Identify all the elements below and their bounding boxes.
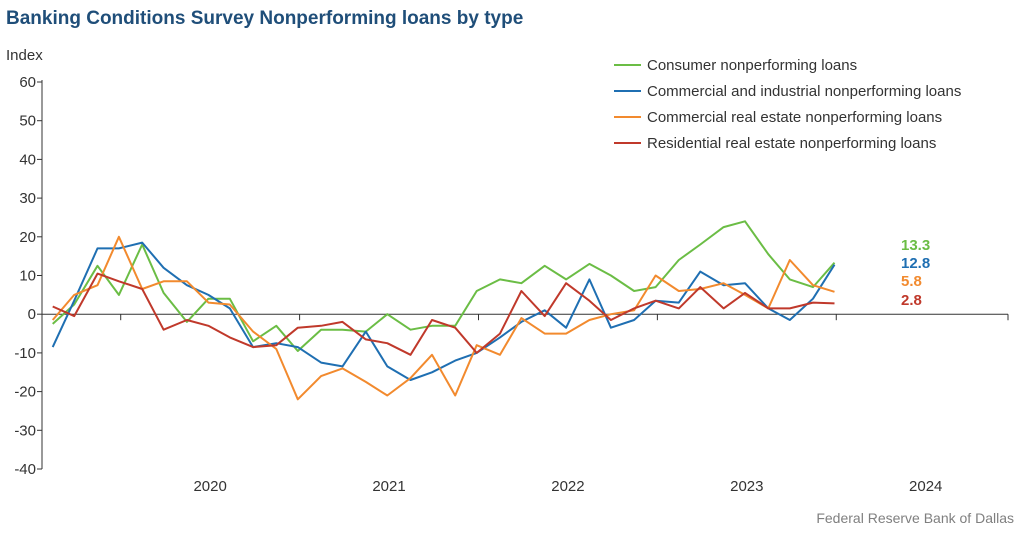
end-value-label: 13.3 xyxy=(901,237,930,254)
x-tick-label: 2024 xyxy=(909,478,942,495)
y-tick-label: 20 xyxy=(19,229,36,246)
x-tick-label: 2021 xyxy=(372,478,405,495)
y-tick-label: 60 xyxy=(19,74,36,91)
end-value-label: 5.8 xyxy=(901,273,922,290)
chart-title: Banking Conditions Survey Nonperforming … xyxy=(6,8,524,29)
legend-label: Commercial real estate nonperforming loa… xyxy=(647,109,942,126)
series-line-4 xyxy=(52,272,835,356)
series-line-3 xyxy=(51,235,835,401)
end-labels: 13.312.85.8 2.8 xyxy=(901,237,930,309)
chart-legend: Consumer nonperforming loans Commercial a… xyxy=(614,57,961,152)
y-tick-label: -20 xyxy=(14,384,36,401)
y-tick-label: 30 xyxy=(19,190,36,207)
x-tick-label: 2020 xyxy=(193,478,226,495)
series-line-1 xyxy=(52,220,836,352)
legend-label: Commercial and industrial nonperforming … xyxy=(647,83,961,100)
y-tick-label: 10 xyxy=(19,268,36,285)
end-value-label: 2.8 xyxy=(901,292,922,309)
y-tick-label: -30 xyxy=(14,422,36,439)
y-tick-label: 0 xyxy=(28,306,36,323)
y-tick-label: -40 xyxy=(14,461,36,478)
chart-axes: Index 60 50 40 30 20 10 0 -10 -20 -30 -40 2020 2021 20… xyxy=(6,47,1009,495)
y-tick-label: 50 xyxy=(19,113,36,130)
plot-lines xyxy=(51,220,836,401)
y-tick-label: 40 xyxy=(19,151,36,168)
legend-label: Residential real estate nonperforming lo… xyxy=(647,135,936,152)
legend-label: Consumer nonperforming loans xyxy=(647,57,857,74)
series-line-2 xyxy=(51,241,836,381)
x-tick-label: 2022 xyxy=(551,478,584,495)
x-tick-label: 2023 xyxy=(730,478,763,495)
y-axis-label: Index xyxy=(6,47,43,64)
y-tick-label: -10 xyxy=(14,345,36,362)
source-note: Federal Reserve Bank of Dallas xyxy=(816,510,1014,526)
end-value-label: 12.8 xyxy=(901,255,930,272)
